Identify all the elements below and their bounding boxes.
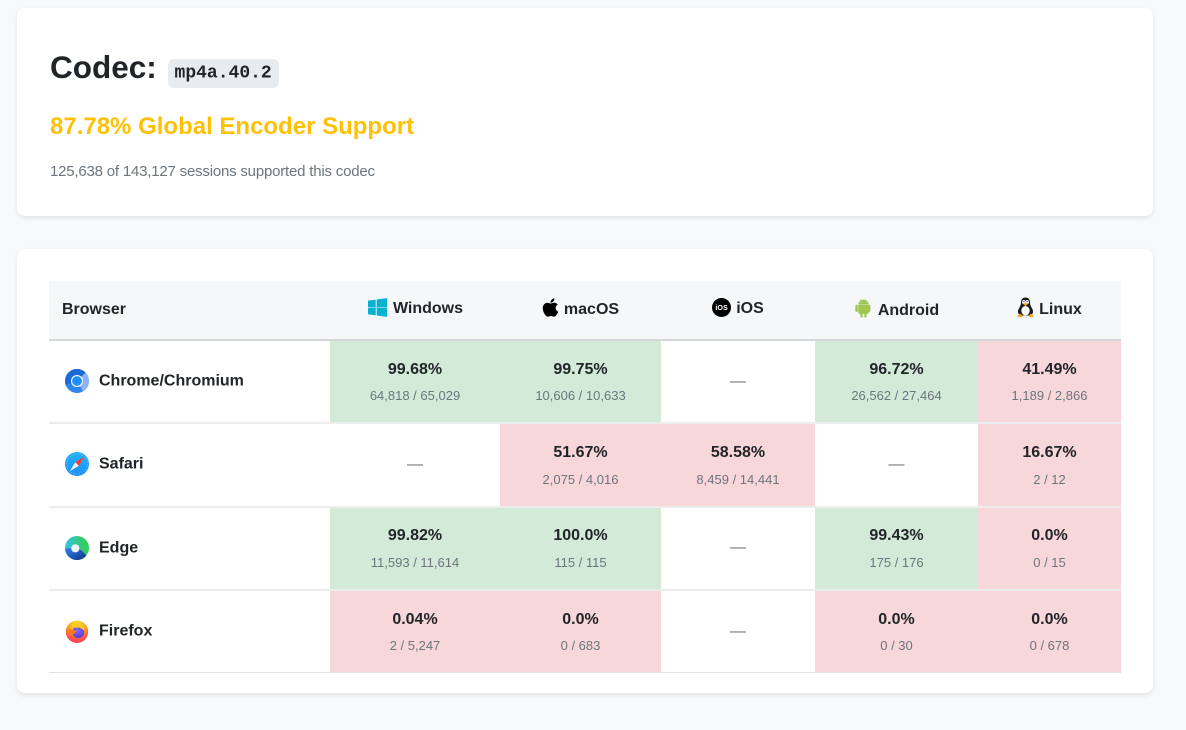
svg-text:iOS: iOS xyxy=(716,303,729,312)
